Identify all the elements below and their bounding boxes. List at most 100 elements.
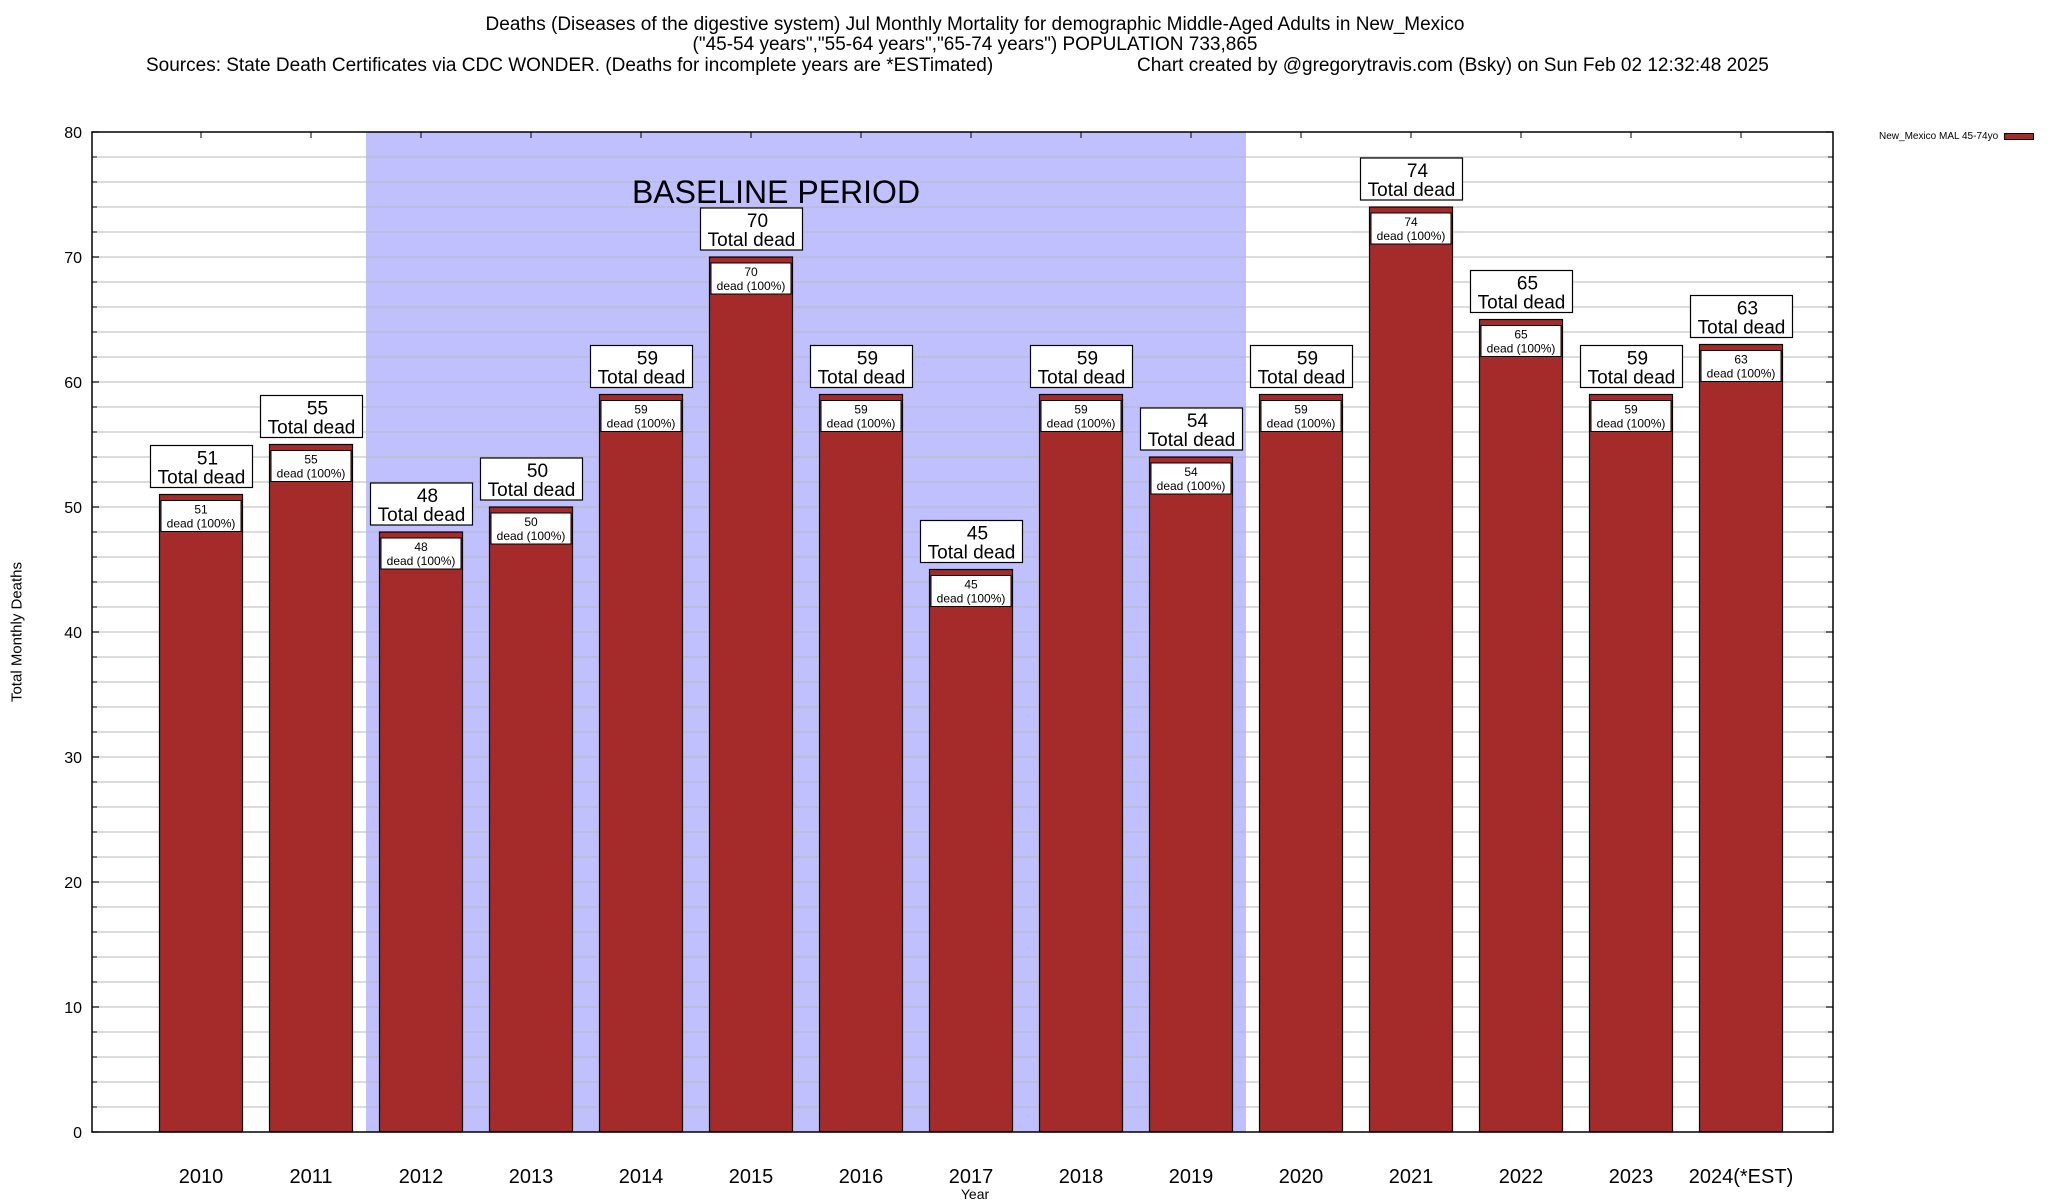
bar-total-text: Total dead — [708, 230, 796, 251]
bar-total-text: Total dead — [1148, 430, 1236, 451]
bar-inner-value: 59 — [1624, 403, 1638, 417]
legend: New_Mexico MAL 45-74yo — [1879, 131, 2035, 142]
bar-inner-label-box — [1700, 350, 1782, 382]
bar — [1368, 206, 1454, 1133]
x-tick-label: 2016 — [839, 1166, 884, 1188]
bar-inner-percent: dead (100%) — [167, 517, 236, 531]
bar — [1478, 318, 1564, 1133]
x-tick-label: 2022 — [1499, 1166, 1544, 1188]
y-axis-label: Total Monthly Deaths — [8, 561, 26, 703]
y-tick-label: 80 — [64, 125, 82, 142]
bar-total-label-box — [1359, 157, 1464, 201]
bar-total-value: 63 — [1737, 299, 1758, 320]
bar-total-value: 59 — [637, 349, 658, 370]
bar-total-value: 70 — [747, 211, 768, 232]
bar-inner-label-box — [160, 500, 242, 532]
bar-inner-value: 65 — [1514, 328, 1528, 342]
bar-total-value: 59 — [857, 349, 878, 370]
x-tick-label: 2018 — [1059, 1166, 1104, 1188]
bar-inner-value: 59 — [1074, 403, 1088, 417]
bar-total-label-box — [589, 344, 694, 389]
bar-inner-percent: dead (100%) — [607, 417, 676, 431]
bar-total-value: 48 — [417, 486, 438, 507]
bar — [488, 506, 574, 1133]
bar — [1148, 456, 1234, 1133]
bar-inner-value: 48 — [414, 540, 428, 554]
bar — [708, 256, 794, 1133]
bar-layer — [158, 206, 1784, 1133]
bar-inner-label-box — [1480, 325, 1562, 357]
bar-inner-label-box — [490, 512, 572, 545]
bar-inner-label-box — [820, 400, 902, 432]
bar-total-label-box — [369, 482, 474, 526]
bar-total-text: Total dead — [1258, 368, 1346, 389]
x-tick-label: 2024(*EST) — [1689, 1166, 1794, 1188]
bar-total-text: Total dead — [598, 368, 686, 389]
bar-total-text: Total dead — [1038, 368, 1126, 389]
y-tick-label: 60 — [64, 375, 82, 392]
bar-inner-value: 59 — [634, 403, 648, 417]
bar-inner-percent: dead (100%) — [1267, 417, 1336, 431]
legend-swatch — [2004, 133, 2035, 140]
x-tick-label: 2023 — [1609, 1166, 1654, 1188]
bar-total-value: 51 — [197, 449, 218, 470]
bar-total-label-box — [149, 444, 254, 489]
bar-inner-value: 74 — [1404, 215, 1418, 229]
bar-inner-label-box — [1260, 400, 1342, 432]
bar-inner-label-box — [930, 575, 1012, 607]
bar — [598, 393, 684, 1133]
bar — [158, 493, 244, 1133]
bar — [928, 568, 1014, 1133]
bar — [378, 531, 464, 1133]
bar — [1588, 393, 1674, 1133]
y-tick-label: 10 — [64, 1000, 82, 1017]
bar-total-text: Total dead — [1478, 293, 1566, 314]
bar-inner-value: 54 — [1184, 465, 1198, 479]
bar-inner-label-box — [1590, 400, 1672, 432]
chart-title-line-1: Deaths (Diseases of the digestive system… — [485, 14, 1465, 35]
bar-total-value: 50 — [527, 461, 548, 482]
bar-total-value: 74 — [1407, 161, 1429, 182]
bar-inner-percent: dead (100%) — [717, 279, 786, 293]
bar-total-value: 55 — [307, 399, 328, 420]
chart-sources: Sources: State Death Certificates via CD… — [146, 55, 994, 76]
bar-total-label-box — [1689, 294, 1794, 339]
bar-inner-percent: dead (100%) — [1597, 417, 1666, 431]
x-tick-label: 2014 — [619, 1166, 664, 1188]
bar-inner-value: 63 — [1734, 353, 1748, 367]
bar-inner-label-box — [600, 400, 682, 432]
bar-total-text: Total dead — [1698, 318, 1786, 339]
x-tick-label: 2013 — [509, 1166, 554, 1188]
bar — [1038, 393, 1124, 1133]
x-tick-label: 2011 — [289, 1166, 332, 1188]
bar-inner-label-box — [1150, 462, 1232, 495]
bar-total-text: Total dead — [268, 418, 356, 439]
bar — [1698, 343, 1784, 1133]
bar-total-text: Total dead — [158, 468, 246, 489]
x-tick-label: 2010 — [179, 1166, 224, 1188]
axis-layer: 2010 2011 2012 2013 2014 2015 2016 2017 2018 2019… — [64, 125, 1834, 1188]
bar-total-label-box — [809, 344, 914, 389]
bar-inner-value: 51 — [194, 503, 208, 517]
bar — [268, 443, 354, 1133]
bar-total-text: Total dead — [1588, 368, 1676, 389]
bar-total-label-box — [919, 519, 1024, 564]
x-tick-label: 2019 — [1169, 1166, 1214, 1188]
y-tick-label: 70 — [64, 250, 82, 267]
y-tick-label: 30 — [64, 750, 82, 767]
bar-total-label-box — [1469, 269, 1574, 314]
bar-total-value: 54 — [1187, 411, 1209, 432]
bar-inner-label-box — [1040, 400, 1122, 432]
bar-total-value: 59 — [1627, 349, 1648, 370]
bar-total-label-box — [699, 207, 804, 251]
bar-total-text: Total dead — [928, 543, 1016, 564]
bar-inner-value: 59 — [854, 403, 868, 417]
bar-inner-value: 70 — [744, 265, 758, 279]
bar-total-label-box — [1029, 344, 1134, 389]
bar-total-value: 59 — [1297, 349, 1318, 370]
bar-inner-percent: dead (100%) — [1157, 479, 1226, 493]
x-tick-label: 2017 — [949, 1166, 994, 1188]
bar-inner-percent: dead (100%) — [1047, 417, 1116, 431]
